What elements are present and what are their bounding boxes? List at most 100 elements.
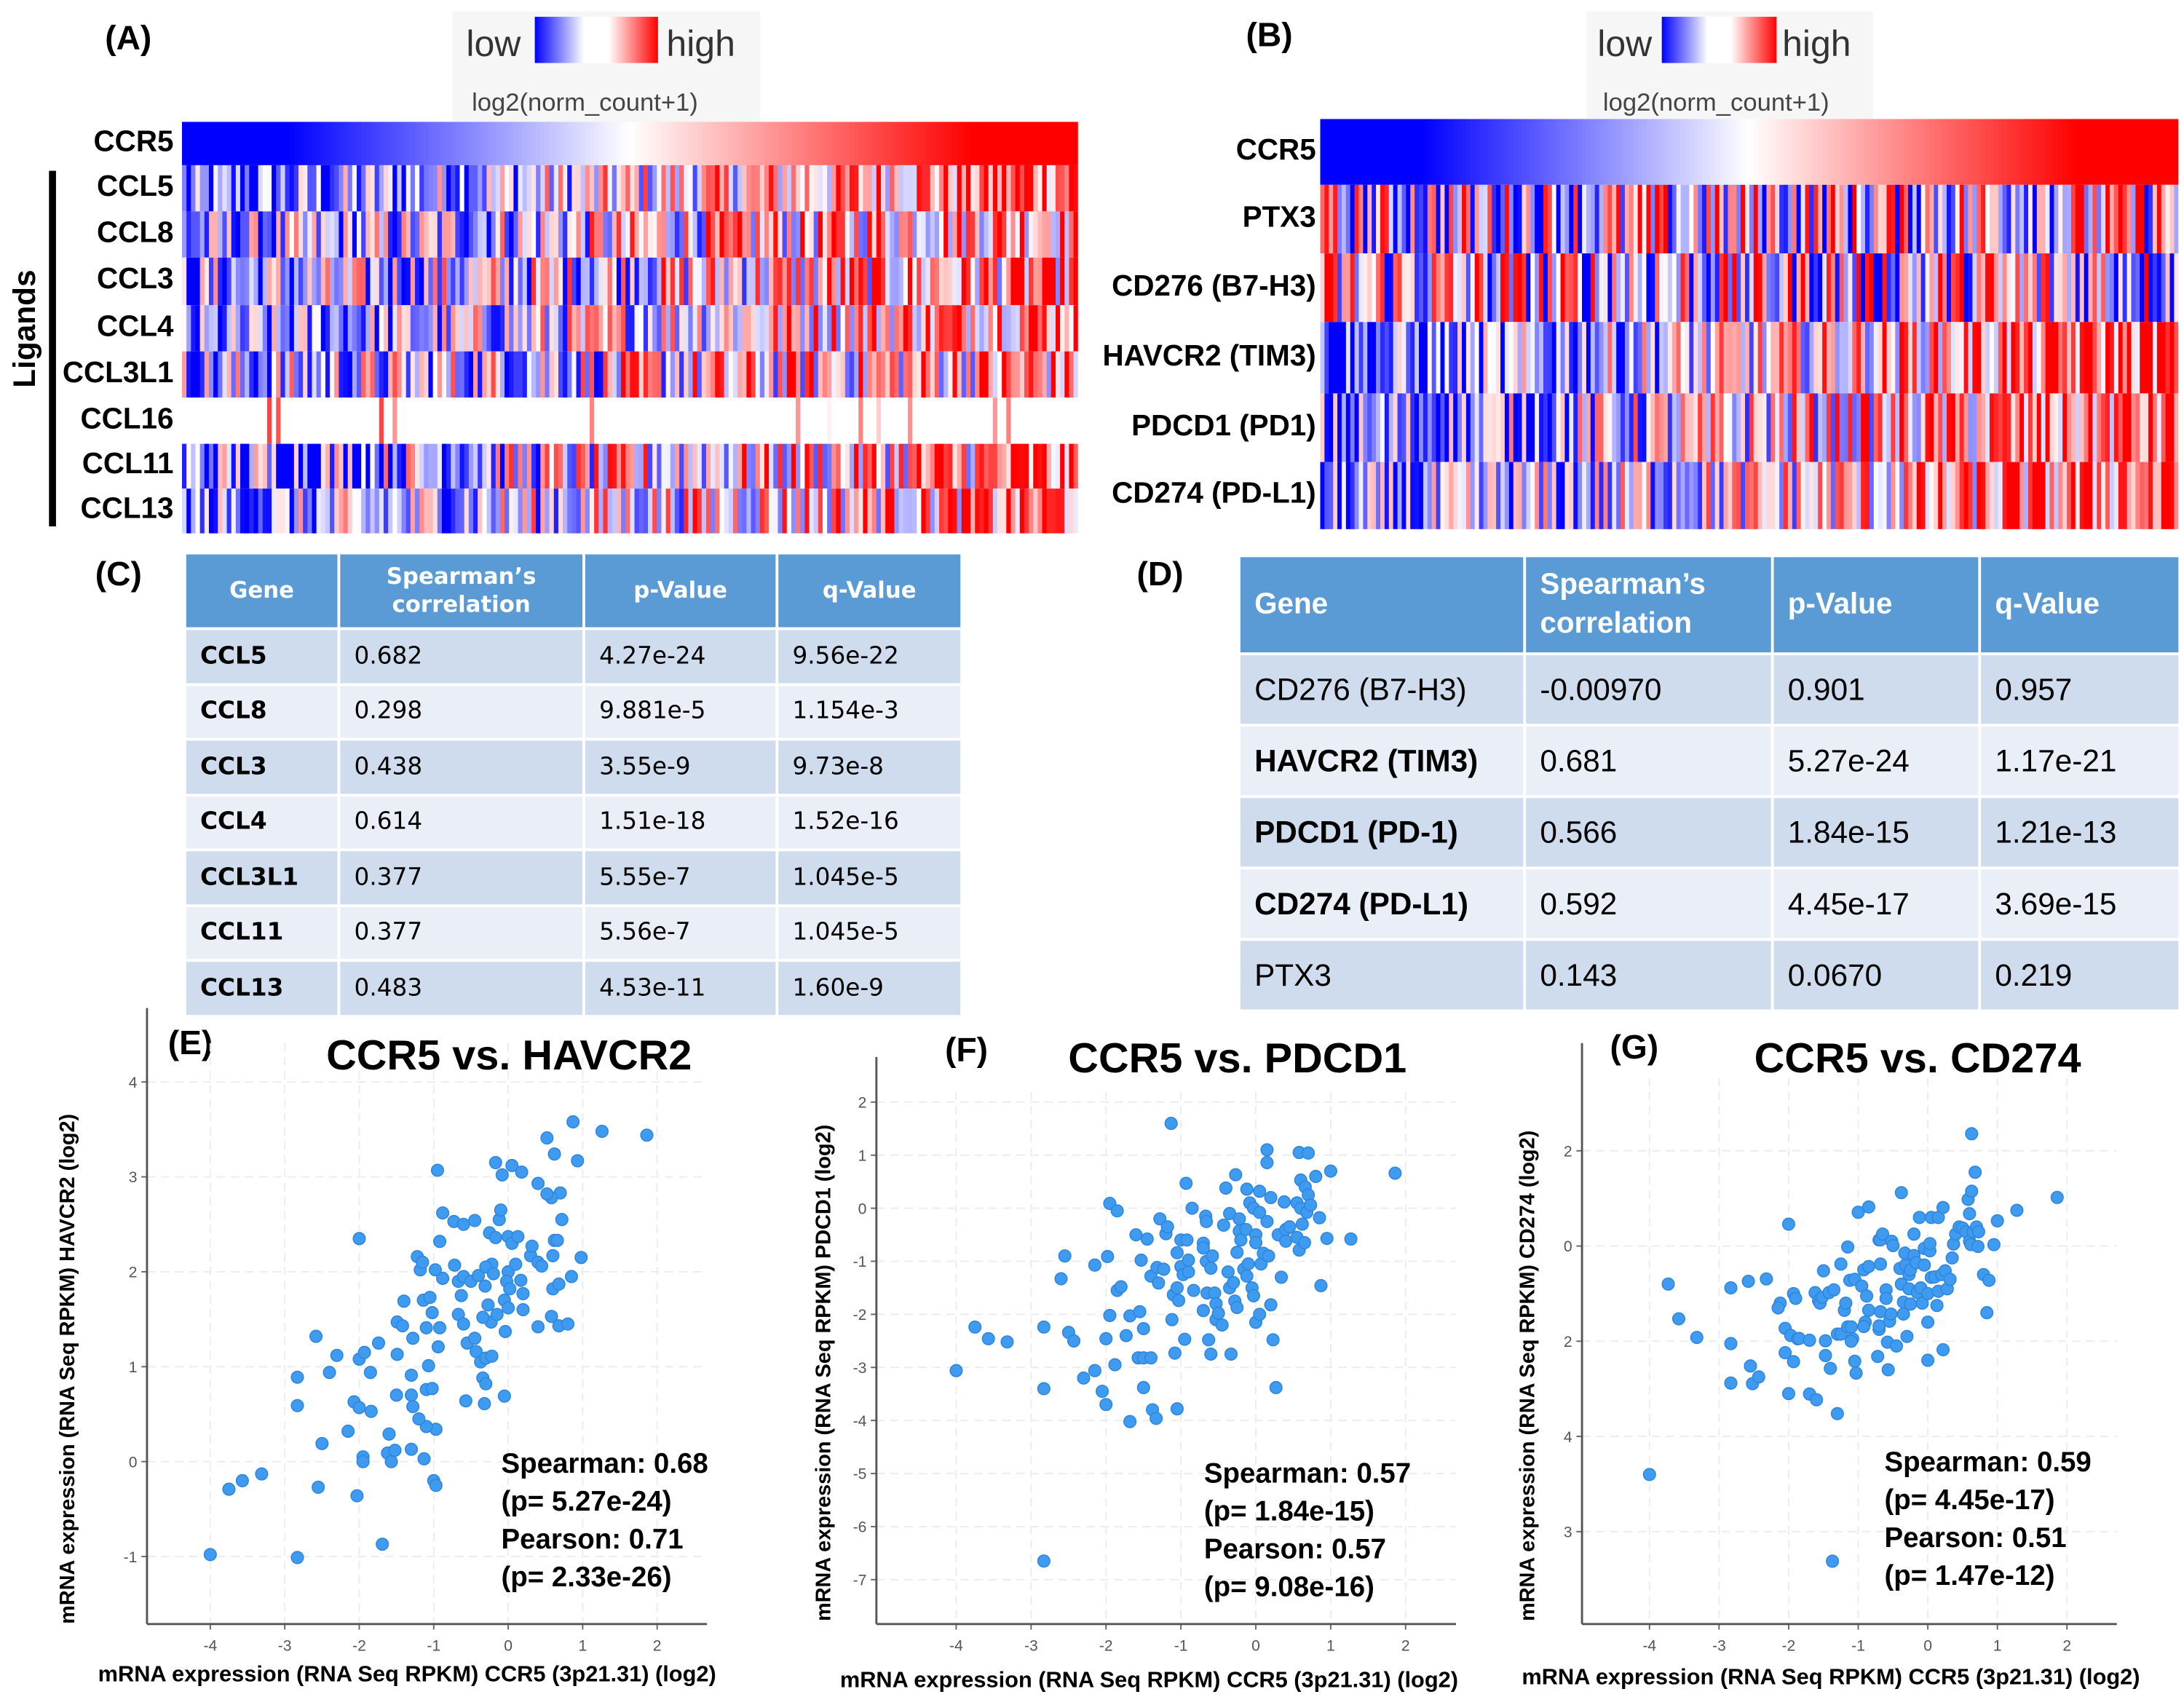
data-point xyxy=(468,1332,482,1345)
heatmap-cell xyxy=(773,165,779,212)
heatmap-cell xyxy=(446,488,452,534)
heatmap-cell xyxy=(2002,253,2008,323)
heatmap-cell xyxy=(1594,393,1600,462)
heatmap-cell xyxy=(827,488,833,534)
data-point xyxy=(1295,1217,1309,1231)
heatmap-cell xyxy=(339,257,344,306)
heatmap-cell xyxy=(975,351,981,398)
heatmap-cell xyxy=(1508,119,1514,185)
heatmap-cell xyxy=(1796,462,1802,529)
heatmap-cell xyxy=(1590,462,1596,529)
heatmap-cell xyxy=(1869,184,1875,254)
heatmap-cell xyxy=(732,305,738,352)
heatmap-cell xyxy=(844,351,850,398)
heatmap-cell xyxy=(1358,322,1364,394)
heatmap-cell xyxy=(1728,253,1733,323)
y-tick-label: 2 xyxy=(1564,1143,1572,1160)
heatmap-cell xyxy=(491,488,496,534)
heatmap-cell xyxy=(1517,322,1523,394)
heatmap-cell xyxy=(293,257,299,306)
heatmap-cell xyxy=(226,397,232,444)
data-point xyxy=(1136,1321,1150,1336)
heatmap-cell xyxy=(1805,253,1811,323)
heatmap-cell xyxy=(379,211,384,258)
heatmap-cell xyxy=(2174,253,2179,323)
heatmap-cell xyxy=(1753,462,1759,529)
heatmap-cell xyxy=(1526,184,1532,254)
heatmap-cell xyxy=(1792,462,1797,529)
heatmap-cell xyxy=(486,443,492,489)
correlation-stat: (p= 1.47e-12) xyxy=(1884,1561,2055,1592)
data-point xyxy=(1103,1308,1117,1322)
heatmap-cell xyxy=(961,488,967,534)
heatmap-cell xyxy=(1830,184,1836,254)
heatmap-cell xyxy=(988,257,994,306)
data-point xyxy=(1269,1380,1283,1395)
heatmap-cell xyxy=(1449,119,1454,185)
heatmap-cell xyxy=(563,351,569,398)
heatmap-cell xyxy=(1955,253,1961,323)
heatmap-cell xyxy=(625,165,631,212)
heatmap-cell xyxy=(921,397,927,444)
heatmap-cell xyxy=(1341,253,1347,323)
heatmap-cell xyxy=(1947,253,1952,323)
heatmap-cell xyxy=(697,211,703,258)
heatmap-cell xyxy=(1981,119,1986,185)
heatmap-cell xyxy=(1350,462,1356,529)
heatmap-cell xyxy=(1689,393,1695,462)
heatmap-cell xyxy=(1354,184,1360,254)
heatmap-cell xyxy=(1564,322,1570,394)
heatmap-cell xyxy=(2140,462,2145,529)
data-point xyxy=(222,1482,236,1496)
heatmap-cell xyxy=(1069,165,1075,212)
heatmap-cell xyxy=(280,211,286,258)
heatmap-cell xyxy=(370,305,376,352)
heatmap-cell xyxy=(2062,253,2068,323)
heatmap-cell xyxy=(1886,119,1892,185)
heatmap-cell xyxy=(195,165,201,212)
heatmap-cell xyxy=(840,351,846,398)
heatmap-cell xyxy=(607,351,613,398)
heatmap-cell xyxy=(1024,165,1029,212)
data-point xyxy=(1182,1253,1195,1267)
heatmap-cell xyxy=(594,351,600,398)
heatmap-cell xyxy=(1968,119,1974,185)
heatmap-cell xyxy=(325,305,331,352)
heatmap-cell xyxy=(365,211,371,258)
heatmap-cell xyxy=(2101,253,2106,323)
x-tick-label: -3 xyxy=(278,1637,292,1654)
heatmap-cell xyxy=(1042,305,1048,352)
heatmap-cell xyxy=(697,488,703,534)
heatmap-cell xyxy=(759,305,765,352)
heatmap-cell xyxy=(773,257,779,306)
heatmap-cell xyxy=(1423,322,1428,394)
heatmap-cell xyxy=(1500,184,1506,254)
heatmap-cell xyxy=(2028,119,2033,185)
heatmap-cell xyxy=(1444,462,1450,529)
heatmap-cell xyxy=(1427,119,1433,185)
heatmap-cell xyxy=(625,257,631,306)
heatmap-cell xyxy=(2015,462,2020,529)
heatmap-cell xyxy=(1483,393,1489,462)
heatmap-cell xyxy=(1629,462,1634,529)
heatmap-cell xyxy=(486,305,492,352)
heatmap-cell xyxy=(549,443,555,489)
heatmap-cell xyxy=(509,443,515,489)
heatmap-cell xyxy=(1345,462,1351,529)
heatmap-cell xyxy=(818,165,823,212)
heatmap-cell xyxy=(1029,351,1034,398)
heatmap-cell xyxy=(505,488,510,534)
heatmap-cell xyxy=(1607,119,1613,185)
heatmap-cell xyxy=(419,397,425,444)
heatmap-cell xyxy=(1762,119,1768,185)
data-point xyxy=(323,1366,336,1380)
q-value-cell: 1.21e-13 xyxy=(1981,798,2179,867)
heatmap-cell xyxy=(858,443,864,489)
heatmap-cell xyxy=(1805,462,1811,529)
heatmap-cell xyxy=(545,165,550,212)
heatmap-cell xyxy=(580,211,586,258)
heatmap-cell xyxy=(688,165,694,212)
heatmap-cell xyxy=(2011,322,2017,394)
heatmap-cell xyxy=(598,165,604,212)
heatmap-cell xyxy=(952,257,958,306)
